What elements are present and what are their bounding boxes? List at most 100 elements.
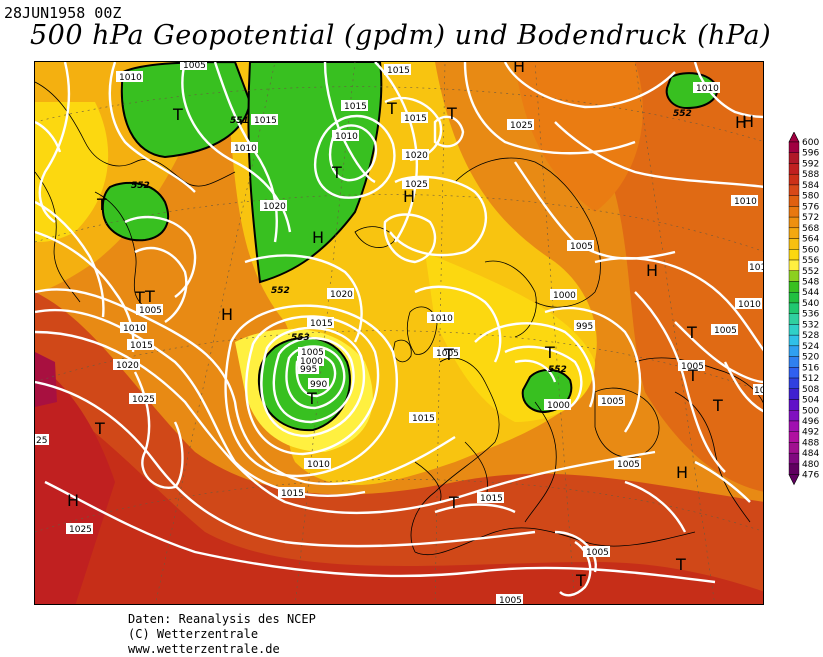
- legend-value-label: 488: [802, 438, 819, 448]
- date-label: 28JUN1958 00Z: [4, 4, 122, 22]
- svg-text:1010: 1010: [335, 132, 358, 142]
- pressure-label: 1010: [748, 261, 764, 273]
- low-center-label: T: [306, 389, 317, 408]
- gpdm-labels: 552 551 552 552 553 552: [131, 109, 692, 375]
- high-center-label: H: [676, 463, 688, 482]
- credits: Daten: Reanalysis des NCEP (C) Wetterzen…: [128, 612, 316, 657]
- legend-color-swatch: [788, 334, 800, 347]
- gpdm-label: 552: [271, 286, 290, 296]
- pressure-label: 1000: [544, 399, 571, 411]
- low-center-label: T: [144, 287, 155, 306]
- low-center-label: T: [96, 195, 107, 214]
- pressure-label: 1015: [278, 487, 305, 499]
- svg-text:1015: 1015: [387, 66, 410, 76]
- legend-value-label: 564: [802, 235, 819, 245]
- svg-text:1025: 1025: [405, 180, 428, 190]
- legend-value-label: 588: [802, 170, 819, 180]
- page-title: 500 hPa Geopotential (gpdm) und Bodendru…: [30, 20, 772, 51]
- legend-color-swatch: [788, 292, 800, 304]
- legend-value-label: 500: [802, 406, 819, 416]
- legend-color-swatch: [788, 173, 800, 186]
- high-center-label: H: [742, 112, 754, 131]
- low-center-label: T: [575, 571, 586, 590]
- gpdm-label: 552: [673, 109, 692, 119]
- legend-color-swatch: [788, 227, 800, 239]
- legend-color-swatch: [788, 216, 800, 229]
- svg-text:1025: 1025: [132, 395, 155, 405]
- legend-value-label: 592: [802, 159, 819, 169]
- svg-text:1010: 1010: [734, 197, 757, 207]
- pressure-label: 1005: [614, 458, 641, 470]
- pressure-label: 1025: [129, 393, 156, 405]
- svg-text:1005: 1005: [714, 326, 737, 336]
- pressure-label: 1025: [66, 523, 93, 535]
- legend-color-swatch: [788, 431, 800, 443]
- legend-color-swatch: [788, 141, 800, 153]
- legend-value-label: 536: [802, 310, 819, 320]
- legend-value-label: 540: [802, 299, 819, 309]
- pressure-label: 995: [574, 320, 595, 332]
- legend-color-swatch: [788, 356, 800, 368]
- svg-text:995: 995: [300, 365, 317, 375]
- pressure-label: 990: [308, 378, 329, 390]
- pressure-label: 1020: [260, 200, 287, 212]
- legend-value-label: 480: [802, 460, 819, 470]
- trough-atlantic-low: [257, 336, 351, 432]
- pressure-label: 1005: [678, 360, 705, 372]
- svg-text:1005: 1005: [681, 362, 704, 372]
- low-center-label: T: [686, 323, 697, 342]
- svg-text:1000: 1000: [300, 357, 323, 367]
- warm-region-far-south: [35, 392, 763, 604]
- svg-text:1020: 1020: [116, 361, 139, 371]
- legend-value-label: 520: [802, 353, 819, 363]
- low-center-label: T: [94, 419, 105, 438]
- legend-value-label: 504: [802, 396, 819, 406]
- pressure-label: 1005: [711, 324, 738, 336]
- gpdm-label: 552: [548, 365, 567, 375]
- legend-value-label: 492: [802, 428, 819, 438]
- pressure-labels: 1010 1005 1015 1015 1015 1010 1010 1020 …: [35, 62, 764, 604]
- high-center-label: H: [513, 62, 525, 76]
- pressure-label: 1010: [304, 458, 331, 470]
- svg-text:1010: 1010: [738, 300, 761, 310]
- legend-color-swatch: [788, 399, 800, 411]
- pressure-label: 1010: [693, 82, 720, 94]
- legend-value-label: 508: [802, 385, 819, 395]
- low-center-label: T: [172, 105, 183, 124]
- legend-color-swatch: [788, 302, 800, 314]
- svg-text:1005: 1005: [617, 460, 640, 470]
- legend-color-swatch: [788, 152, 800, 164]
- high-center-label: H: [67, 491, 79, 510]
- low-center-label: T: [331, 163, 342, 182]
- svg-text:1005: 1005: [139, 306, 162, 316]
- pressure-label: 1025: [402, 178, 429, 190]
- pressure-label: 1005: [298, 347, 325, 358]
- legend-value-label: 580: [802, 192, 819, 202]
- svg-text:1005: 1005: [601, 397, 624, 407]
- legend-value-label: 600: [802, 138, 819, 148]
- warm-region-east: [595, 62, 763, 492]
- legend-color-swatch: [788, 452, 800, 465]
- legend-value-label: 524: [802, 342, 819, 352]
- credit-copyright: (C) Wetterzentrale: [128, 627, 259, 641]
- legend-value-label: 572: [802, 213, 819, 223]
- legend-value-label: 560: [802, 245, 819, 255]
- svg-text:1015: 1015: [344, 102, 367, 112]
- pressure-label: 1005: [583, 546, 610, 558]
- legend-color-swatch: [788, 388, 800, 400]
- legend-color-swatch: [788, 281, 800, 293]
- credit-website: www.wetterzentrale.de: [128, 642, 280, 656]
- legend-value-label: 544: [802, 288, 819, 298]
- color-scale-legend: 6005965925885845805765725685645605565525…: [788, 132, 819, 486]
- svg-text:1020: 1020: [330, 290, 353, 300]
- warm-region-southwest: [35, 362, 115, 604]
- legend-color-bars: [788, 132, 800, 486]
- svg-text:1010: 1010: [749, 263, 764, 273]
- legend-value-label: 484: [802, 449, 819, 459]
- low-center-label: T: [687, 366, 698, 385]
- legend-value-label: 576: [802, 202, 819, 212]
- low-center-label: T: [386, 99, 397, 118]
- svg-text:995: 995: [576, 322, 593, 332]
- low-center-label: T: [134, 288, 145, 307]
- svg-text:1000: 1000: [553, 291, 576, 301]
